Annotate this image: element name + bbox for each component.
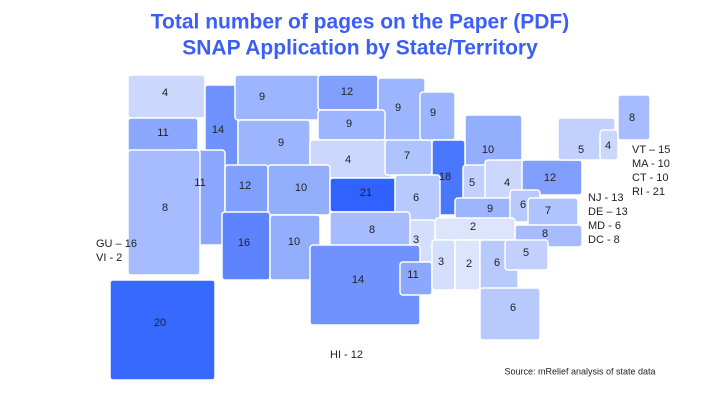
- region: [454, 197, 516, 221]
- region-value: 3: [438, 256, 444, 268]
- region-value: 16: [238, 237, 250, 249]
- region: [504, 239, 549, 271]
- callout: MA - 10: [632, 158, 670, 170]
- region-value: 12: [239, 180, 251, 192]
- region-value: 10: [295, 182, 307, 194]
- source: Source: mRelief analysis of state data: [504, 366, 655, 376]
- region-value: 4: [605, 140, 611, 152]
- callout: VT – 15: [632, 144, 670, 156]
- region-value: 6: [520, 199, 526, 211]
- region-value: 5: [469, 177, 475, 189]
- region-value: 20: [154, 317, 166, 329]
- region: [237, 119, 311, 169]
- region-value: 9: [430, 107, 436, 119]
- region: [479, 287, 541, 341]
- title: Total number of pages on the Paper (PDF): [151, 11, 569, 34]
- region-value: 4: [504, 177, 510, 189]
- region-value: 8: [629, 112, 635, 124]
- region-value: 5: [578, 144, 584, 156]
- callout: VI - 2: [96, 252, 122, 264]
- region: [521, 159, 583, 196]
- region-value: 8: [542, 228, 548, 240]
- region-value: 9: [487, 203, 493, 215]
- region-value: 11: [194, 177, 205, 189]
- region-value: 7: [545, 205, 551, 217]
- region: [527, 197, 579, 229]
- region-value: 14: [352, 274, 364, 286]
- callout: GU – 16: [96, 238, 137, 250]
- region: [127, 149, 201, 276]
- region-value: 9: [278, 137, 284, 149]
- region-value: 10: [482, 144, 494, 156]
- region-value: 9: [259, 91, 265, 103]
- region-value: 5: [523, 247, 529, 259]
- region-value: 8: [369, 224, 375, 236]
- region-value: 18: [439, 171, 451, 183]
- callout: NJ - 13: [588, 192, 623, 204]
- region-value: 9: [346, 118, 352, 130]
- region-value: 6: [510, 302, 516, 314]
- region: [109, 279, 216, 381]
- region-value: 4: [162, 87, 168, 99]
- region: [419, 91, 456, 141]
- callout: HI - 12: [330, 349, 363, 361]
- region-value: 21: [360, 187, 372, 199]
- region-value: 11: [407, 269, 418, 281]
- region-value: 3: [413, 234, 419, 246]
- callout: DC - 8: [588, 234, 620, 246]
- callout: RI - 21: [632, 186, 665, 198]
- region: [617, 94, 651, 141]
- callout: CT - 10: [632, 172, 668, 184]
- region-value: 4: [345, 154, 351, 166]
- title: SNAP Application by State/Territory: [182, 37, 538, 60]
- callout: MD - 6: [588, 220, 621, 232]
- region-value: 6: [494, 257, 500, 269]
- region-value: 6: [413, 192, 419, 204]
- region: [599, 129, 619, 161]
- region-value: 12: [544, 172, 556, 184]
- region-value: 7: [404, 150, 410, 162]
- region-value: 8: [162, 202, 168, 214]
- region-value: 9: [395, 102, 401, 114]
- region-value: 10: [288, 236, 300, 248]
- region-value: 11: [157, 127, 168, 139]
- region-value: 12: [341, 86, 353, 98]
- region: [234, 74, 321, 121]
- region-value: 2: [466, 258, 472, 270]
- region-value: 14: [212, 124, 224, 136]
- region-value: 2: [470, 221, 476, 233]
- callout: DE – 13: [588, 206, 628, 218]
